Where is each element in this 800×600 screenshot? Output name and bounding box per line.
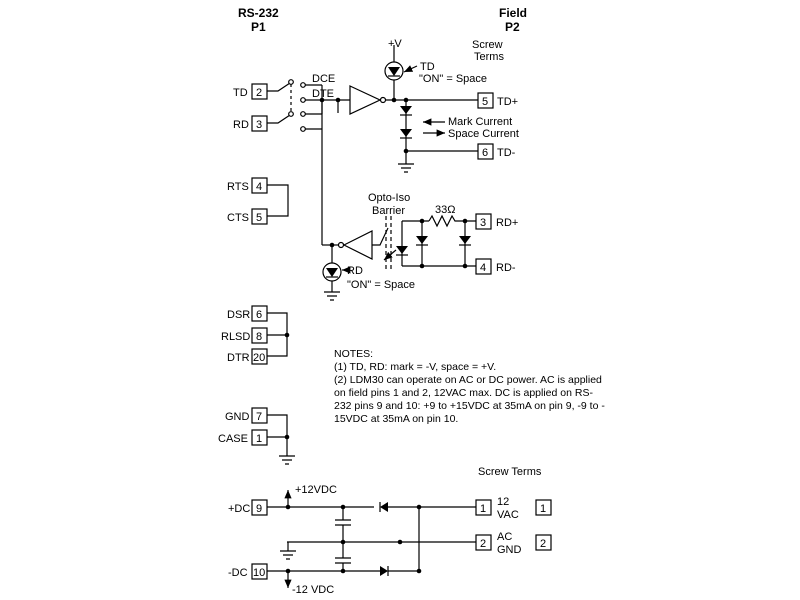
supply-label: +V <box>388 38 402 50</box>
pin-rd-plus: 3 RD+ <box>475 213 518 230</box>
svg-text:6: 6 <box>256 309 262 321</box>
svg-text:RLSD: RLSD <box>221 331 250 343</box>
plus-12vdc-label: +12VDC <box>295 484 337 496</box>
pin-rlsd: RLSD 8 <box>221 327 268 344</box>
td-led-label: TD <box>420 61 435 73</box>
power-pin-1-label-b: VAC <box>497 509 519 521</box>
svg-text:TD: TD <box>233 87 248 99</box>
svg-text:DTR: DTR <box>227 352 250 364</box>
note-line-1: (1) TD, RD: mark = -V, space = +V. <box>334 361 496 373</box>
pin-dsr: DSR 6 <box>227 305 268 322</box>
svg-text:8: 8 <box>256 331 262 343</box>
pin-rts: RTS 4 <box>227 177 268 194</box>
power-pin-1-label-a: 12 <box>497 496 509 508</box>
svg-text:RD+: RD+ <box>496 217 518 229</box>
dce-label: DCE <box>312 73 335 85</box>
note-line-3: on field pins 1 and 2, 12VAC max. DC is … <box>334 387 593 399</box>
pin-rd-minus: 4 RD- <box>475 258 516 275</box>
svg-text:4: 4 <box>480 262 486 274</box>
pin-plus-dc: +DC 9 <box>228 499 268 516</box>
rd-input-network: 33Ω <box>396 204 476 269</box>
dte-label: DTE <box>312 88 334 100</box>
td-clamp-diodes: Mark Current Space Current <box>398 100 519 173</box>
note-line-2: (2) LDM30 can operate on AC or DC power.… <box>334 374 602 386</box>
rd-led-label: RD <box>347 265 363 277</box>
pin-rd: RD 3 <box>233 115 268 132</box>
notes-title: NOTES: <box>334 348 373 360</box>
screw-terms-label: Screw Terms <box>478 466 542 478</box>
pin-td-plus: 5 TD+ <box>477 92 518 109</box>
svg-text:6: 6 <box>482 147 488 159</box>
svg-text:TD-: TD- <box>497 147 516 159</box>
svg-text:RD-: RD- <box>496 262 516 274</box>
svg-text:CASE: CASE <box>218 433 248 445</box>
dsr-rlsd-dtr-link <box>267 312 290 357</box>
svg-text:RD: RD <box>233 119 249 131</box>
power-section: Screw Terms +12VDC -12 VDC <box>267 466 552 596</box>
opto-iso-barrier: Opto-Iso Barrier <box>368 192 410 272</box>
svg-text:GND: GND <box>225 411 250 423</box>
screw-terms-top-2: Terms <box>474 51 504 63</box>
svg-text:10: 10 <box>253 567 265 579</box>
power-pin-2: 2 <box>480 538 486 550</box>
space-current: Space Current <box>448 128 519 140</box>
pin-td: TD 2 <box>233 83 268 100</box>
power-pin-2-label-b: GND <box>497 544 522 556</box>
power-pin-2-label-a: AC <box>497 531 512 543</box>
td-led-state: "ON" = Space <box>419 73 487 85</box>
pin-case: CASE 1 <box>218 429 268 446</box>
svg-text:4: 4 <box>256 181 262 193</box>
svg-text:9: 9 <box>256 503 262 515</box>
rd-led: RD "ON" = Space <box>322 245 415 301</box>
power-side-1: 1 <box>540 503 546 515</box>
svg-text:+DC: +DC <box>228 503 250 515</box>
rd-receiver-buffer <box>322 227 389 260</box>
svg-text:3: 3 <box>480 217 486 229</box>
rts-cts-loop <box>267 184 289 217</box>
svg-text:RTS: RTS <box>227 181 249 193</box>
minus-12vdc-label: -12 VDC <box>292 584 334 596</box>
svg-text:-DC: -DC <box>228 567 248 579</box>
gnd-case-link <box>267 414 295 465</box>
notes-block: NOTES: (1) TD, RD: mark = -V, space = +V… <box>334 348 605 425</box>
pin-dtr: DTR 20 <box>227 348 268 365</box>
p1-title: P1 <box>251 20 266 34</box>
svg-text:5: 5 <box>482 96 488 108</box>
rs232-title: RS-232 <box>238 6 279 20</box>
power-side-2: 2 <box>540 538 546 550</box>
note-line-5: 15VDC at 35mA on pin 10. <box>334 413 458 425</box>
note-line-4: 232 pins 9 and 10: +9 to +15VDC at 35mA … <box>334 400 605 412</box>
field-title: Field <box>499 6 527 20</box>
p2-title: P2 <box>505 20 520 34</box>
td-led: +V TD "ON" = Space <box>384 38 487 100</box>
svg-text:1: 1 <box>256 433 262 445</box>
svg-text:5: 5 <box>256 212 262 224</box>
mark-current: Mark Current <box>448 116 512 128</box>
svg-text:7: 7 <box>256 411 262 423</box>
pin-td-minus: 6 TD- <box>477 143 516 160</box>
svg-text:DSR: DSR <box>227 309 250 321</box>
svg-text:CTS: CTS <box>227 212 249 224</box>
screw-terms-top-1: Screw <box>472 39 503 51</box>
pin-minus-dc: -DC 10 <box>228 563 268 580</box>
svg-text:TD+: TD+ <box>497 96 518 108</box>
dce-dte-switch: DCE DTE <box>267 73 350 245</box>
resistor-label: 33Ω <box>435 204 455 216</box>
svg-text:2: 2 <box>256 87 262 99</box>
rd-led-state: "ON" = Space <box>347 279 415 291</box>
pin-cts: CTS 5 <box>227 208 268 225</box>
opto-label-2: Barrier <box>372 205 405 217</box>
pin-gnd: GND 7 <box>225 407 268 424</box>
power-pin-1: 1 <box>480 503 486 515</box>
svg-text:20: 20 <box>253 352 265 364</box>
opto-label-1: Opto-Iso <box>368 192 410 204</box>
svg-text:3: 3 <box>256 119 262 131</box>
